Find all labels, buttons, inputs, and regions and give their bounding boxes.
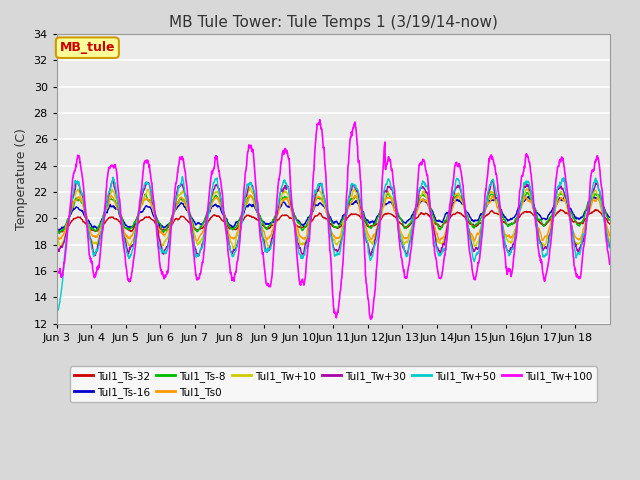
Y-axis label: Temperature (C): Temperature (C) — [15, 128, 28, 230]
Tul1_Ts-8 — [545, 216, 553, 222]
Line: Tul1_Ts0: Tul1_Ts0 — [57, 195, 610, 241]
Tul1_Tw+30 — [545, 233, 553, 239]
Tul1_Tw+100 — [606, 262, 614, 267]
Tul1_Ts-8 — [308, 204, 316, 209]
Tul1_Ts0 — [319, 199, 327, 204]
Tul1_Tw+10 — [309, 204, 317, 210]
Tul1_Ts-32 — [606, 221, 614, 227]
Tul1_Ts0 — [545, 226, 553, 231]
Tul1_Ts-16 — [464, 210, 472, 216]
Tul1_Ts-16 — [55, 228, 63, 234]
Legend: Tul1_Ts-32, Tul1_Ts-16, Tul1_Ts-8, Tul1_Ts0, Tul1_Tw+10, Tul1_Tw+30, Tul1_Tw+50,: Tul1_Ts-32, Tul1_Ts-16, Tul1_Ts-8, Tul1_… — [70, 366, 596, 402]
Tul1_Tw+30 — [599, 205, 607, 211]
Tul1_Tw+30 — [606, 244, 614, 250]
Tul1_Tw+50 — [606, 245, 614, 251]
Tul1_Ts-16 — [599, 203, 607, 208]
Tul1_Tw+100 — [319, 140, 327, 146]
Tul1_Ts-16 — [53, 224, 61, 230]
Tul1_Ts0 — [606, 233, 614, 239]
Tul1_Ts0 — [246, 192, 254, 198]
Tul1_Ts-16 — [319, 203, 327, 208]
Tul1_Tw+10 — [464, 228, 472, 233]
Tul1_Tw+50 — [545, 240, 552, 246]
Tul1_Tw+50 — [179, 174, 186, 180]
Tul1_Tw+50 — [599, 209, 607, 215]
Tul1_Ts-32 — [53, 228, 61, 233]
Tul1_Ts-8 — [140, 196, 147, 202]
Tul1_Ts-16 — [606, 215, 614, 220]
Tul1_Ts-32 — [140, 216, 147, 222]
Tul1_Tw+30 — [53, 242, 61, 248]
Tul1_Tw+30 — [309, 203, 317, 209]
Tul1_Ts-32 — [599, 214, 607, 219]
Tul1_Ts-16 — [524, 193, 532, 199]
Tul1_Ts-32 — [308, 217, 316, 223]
Line: Tul1_Ts-16: Tul1_Ts-16 — [57, 196, 610, 231]
Tul1_Tw+10 — [246, 185, 253, 191]
Tul1_Ts-32 — [545, 218, 552, 224]
Line: Tul1_Tw+100: Tul1_Tw+100 — [57, 120, 610, 319]
Tul1_Tw+30 — [464, 225, 472, 230]
Tul1_Tw+30 — [319, 191, 327, 197]
Tul1_Ts0 — [308, 209, 316, 215]
Tul1_Tw+50 — [464, 222, 472, 228]
Tul1_Ts-16 — [140, 206, 147, 212]
Tul1_Ts-32 — [56, 229, 64, 235]
Tul1_Ts-32 — [464, 218, 472, 224]
Tul1_Tw+100 — [140, 168, 147, 173]
Text: MB_tule: MB_tule — [60, 41, 115, 54]
Tul1_Ts-8 — [56, 231, 63, 237]
Tul1_Tw+10 — [140, 197, 147, 203]
Tul1_Tw+30 — [140, 187, 147, 192]
Tul1_Tw+100 — [53, 266, 61, 272]
Tul1_Ts-16 — [545, 211, 553, 217]
Tul1_Tw+100 — [308, 192, 316, 198]
Tul1_Ts-8 — [524, 190, 531, 196]
Tul1_Ts-32 — [319, 214, 327, 220]
Tul1_Ts-16 — [308, 209, 316, 215]
Tul1_Tw+10 — [606, 240, 614, 245]
Line: Tul1_Ts-32: Tul1_Ts-32 — [57, 210, 610, 232]
Tul1_Ts0 — [436, 238, 444, 244]
Tul1_Tw+30 — [195, 253, 203, 259]
Tul1_Tw+100 — [599, 200, 607, 205]
Line: Tul1_Ts-8: Tul1_Ts-8 — [57, 193, 610, 234]
Tul1_Tw+30 — [109, 178, 116, 183]
Line: Tul1_Tw+50: Tul1_Tw+50 — [57, 177, 610, 312]
Tul1_Ts-32 — [591, 207, 599, 213]
Tul1_Ts0 — [599, 211, 607, 217]
Title: MB Tule Tower: Tule Temps 1 (3/19/14-now): MB Tule Tower: Tule Temps 1 (3/19/14-now… — [169, 15, 498, 30]
Tul1_Tw+10 — [599, 212, 607, 218]
Tul1_Ts0 — [140, 199, 147, 205]
Tul1_Ts-8 — [53, 225, 61, 231]
Tul1_Ts0 — [464, 223, 472, 229]
Tul1_Tw+100 — [367, 316, 374, 322]
Tul1_Tw+100 — [464, 232, 472, 238]
Tul1_Ts-8 — [464, 214, 472, 219]
Tul1_Ts0 — [53, 231, 61, 237]
Tul1_Tw+50 — [308, 199, 316, 205]
Line: Tul1_Tw+10: Tul1_Tw+10 — [57, 188, 610, 249]
Tul1_Tw+50 — [53, 310, 61, 315]
Tul1_Tw+100 — [545, 255, 553, 261]
Tul1_Tw+10 — [319, 196, 327, 202]
Tul1_Ts-8 — [599, 204, 607, 209]
Line: Tul1_Tw+30: Tul1_Tw+30 — [57, 180, 610, 256]
Tul1_Tw+10 — [265, 246, 273, 252]
Tul1_Ts-8 — [606, 217, 614, 223]
Tul1_Ts-8 — [319, 196, 327, 202]
Tul1_Tw+10 — [545, 233, 553, 239]
Tul1_Tw+50 — [319, 186, 327, 192]
Tul1_Tw+100 — [316, 117, 324, 122]
Tul1_Tw+10 — [53, 235, 61, 241]
Tul1_Tw+50 — [140, 185, 147, 191]
